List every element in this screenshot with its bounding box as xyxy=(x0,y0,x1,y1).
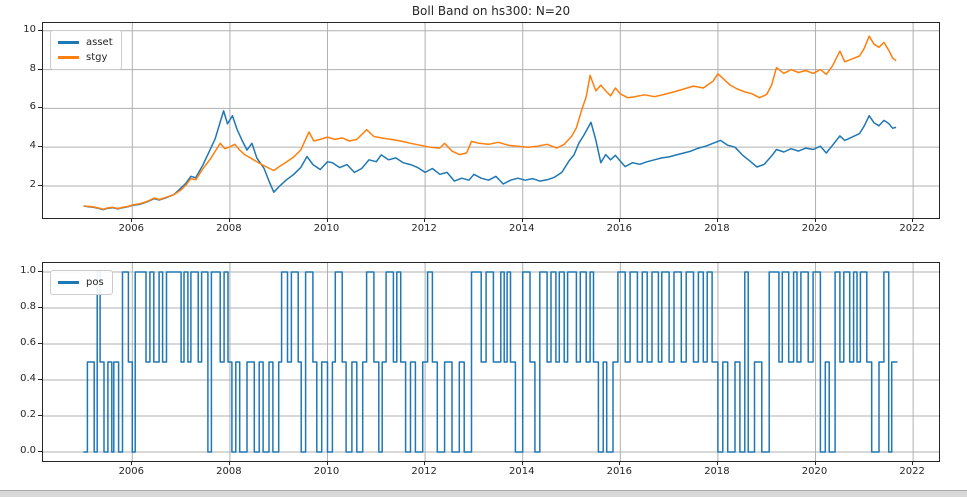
window-bottom-edge xyxy=(0,490,967,497)
price-chart-legend: asset stgy xyxy=(50,30,122,70)
price-chart-canvas xyxy=(43,23,939,218)
y-tick-mark xyxy=(38,379,42,380)
x-tick-label: 2018 xyxy=(704,223,730,234)
x-tick-label: 2010 xyxy=(313,223,340,234)
position-chart-panel xyxy=(42,262,940,462)
x-tick-mark xyxy=(521,461,523,465)
x-tick-mark xyxy=(814,218,816,222)
asset-line xyxy=(83,110,897,211)
legend-item-stgy: stgy xyxy=(58,50,113,65)
x-tick-mark xyxy=(619,461,621,465)
pos-line xyxy=(83,271,898,453)
x-tick-label: 2016 xyxy=(606,223,633,234)
y-tick-label: 0.6 xyxy=(20,337,36,348)
legend-label-asset: asset xyxy=(86,37,113,48)
x-tick-label: 2014 xyxy=(508,223,535,234)
x-tick-mark xyxy=(326,461,328,465)
x-tick-mark xyxy=(912,461,914,465)
y-tick-mark xyxy=(38,451,42,452)
price-chart-panel xyxy=(42,22,940,219)
x-tick-mark xyxy=(619,218,621,222)
y-tick-label: 6 xyxy=(29,101,36,113)
y-tick-mark xyxy=(38,184,42,186)
x-tick-label: 2016 xyxy=(606,466,633,477)
y-tick-mark xyxy=(38,271,42,272)
stgy-line xyxy=(83,35,897,211)
position-chart-canvas xyxy=(43,263,939,461)
y-tick-mark xyxy=(38,146,42,148)
x-tick-mark xyxy=(424,461,426,465)
x-tick-mark xyxy=(716,218,718,222)
x-tick-mark xyxy=(131,461,133,465)
y-tick-label: 10 xyxy=(23,23,36,35)
x-tick-label: 2012 xyxy=(411,223,437,234)
x-tick-label: 2006 xyxy=(118,223,145,234)
x-tick-mark xyxy=(814,461,816,465)
y-tick-label: 0.8 xyxy=(20,301,36,312)
x-tick-mark xyxy=(228,461,230,465)
legend-label-pos: pos xyxy=(86,277,104,288)
chart-title: Boll Band on hs300: N=20 xyxy=(411,4,571,18)
position-chart-legend: pos xyxy=(50,270,113,295)
y-tick-label: 8 xyxy=(29,62,36,74)
stgy-line-swatch xyxy=(58,56,79,59)
y-tick-label: 0.4 xyxy=(20,373,36,384)
y-tick-mark xyxy=(38,307,42,308)
legend-item-asset: asset xyxy=(58,35,113,50)
x-tick-label: 2010 xyxy=(313,466,340,477)
y-tick-mark xyxy=(38,68,42,70)
y-tick-label: 0.0 xyxy=(20,445,36,456)
pos-line-swatch xyxy=(58,281,79,284)
x-tick-label: 2008 xyxy=(216,466,242,477)
y-tick-label: 4 xyxy=(29,140,36,152)
x-tick-mark xyxy=(326,218,328,222)
x-tick-mark xyxy=(912,218,914,222)
y-tick-mark xyxy=(38,107,42,109)
x-tick-label: 2014 xyxy=(508,466,535,477)
legend-label-stgy: stgy xyxy=(86,52,108,63)
x-tick-label: 2018 xyxy=(704,466,730,477)
x-tick-mark xyxy=(716,461,718,465)
x-tick-label: 2012 xyxy=(411,466,437,477)
legend-item-pos: pos xyxy=(58,275,104,290)
x-tick-label: 2020 xyxy=(801,223,828,234)
x-tick-label: 2022 xyxy=(899,466,925,477)
y-tick-mark xyxy=(38,415,42,416)
x-tick-mark xyxy=(131,218,133,222)
asset-line-swatch xyxy=(58,41,79,44)
x-tick-mark xyxy=(228,218,230,222)
y-tick-label: 1.0 xyxy=(20,265,36,276)
y-tick-mark xyxy=(38,343,42,344)
x-tick-label: 2022 xyxy=(899,223,925,234)
x-tick-label: 2006 xyxy=(118,466,145,477)
x-tick-mark xyxy=(424,218,426,222)
y-tick-mark xyxy=(38,29,42,31)
x-tick-label: 2020 xyxy=(801,466,828,477)
y-tick-label: 2 xyxy=(29,178,36,190)
x-tick-mark xyxy=(521,218,523,222)
x-tick-label: 2008 xyxy=(216,223,242,234)
y-tick-label: 0.2 xyxy=(20,409,36,420)
